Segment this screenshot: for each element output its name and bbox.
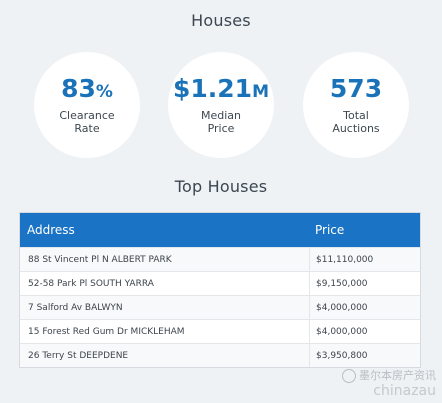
table-row: 7 Salford Av BALWYN $4,000,000	[20, 295, 420, 319]
watermark-domain: chinazau	[373, 383, 436, 399]
total-auctions-value: 573	[329, 74, 383, 103]
clearance-rate-value: 83%	[61, 74, 113, 103]
table-body: 88 St Vincent Pl N ALBERT PARK $11,110,0…	[20, 247, 420, 367]
table-row: 15 Forest Red Gum Dr MICKLEHAM $4,000,00…	[20, 319, 420, 343]
table-row: 52-58 Park Pl SOUTH YARRA $9,150,000	[20, 271, 420, 295]
total-auctions-stat: 573 Total Auctions	[303, 52, 409, 158]
price-cell: $9,150,000	[309, 272, 420, 295]
median-price-stat: $1.21M Median Price	[168, 52, 274, 158]
price-cell: $11,110,000	[309, 248, 420, 271]
price-column-header: Price	[315, 223, 345, 237]
price-cell: $4,000,000	[309, 320, 420, 343]
address-cell: 52-58 Park Pl SOUTH YARRA	[28, 278, 154, 289]
table-row: 88 St Vincent Pl N ALBERT PARK $11,110,0…	[20, 247, 420, 271]
price-cell: $4,000,000	[309, 296, 420, 319]
address-cell: 15 Forest Red Gum Dr MICKLEHAM	[28, 326, 185, 337]
table-row: 26 Terry St DEEPDENE $3,950,800	[20, 343, 420, 367]
top-houses-title: Top Houses	[174, 177, 268, 196]
clearance-rate-label: Clearance Rate	[59, 109, 115, 135]
wechat-icon	[342, 369, 356, 383]
total-auctions-label: Total Auctions	[332, 109, 380, 135]
clearance-rate-stat: 83% Clearance Rate	[34, 52, 140, 158]
median-price-label: Median Price	[200, 109, 241, 135]
watermark: 墨尔本房产资讯 chinazau	[342, 367, 436, 399]
address-cell: 26 Terry St DEEPDENE	[28, 350, 129, 361]
watermark-brand: 墨尔本房产资讯	[342, 367, 436, 383]
price-cell: $3,950,800	[309, 344, 420, 367]
houses-title: Houses	[191, 11, 251, 30]
address-column-header: Address	[27, 223, 75, 237]
top-houses-table: Address Price 88 St Vincent Pl N ALBERT …	[19, 212, 421, 368]
table-header: Address Price	[20, 213, 420, 247]
median-price-value: $1.21M	[173, 74, 269, 103]
address-cell: 88 St Vincent Pl N ALBERT PARK	[28, 254, 172, 265]
address-cell: 7 Salford Av BALWYN	[28, 302, 123, 313]
